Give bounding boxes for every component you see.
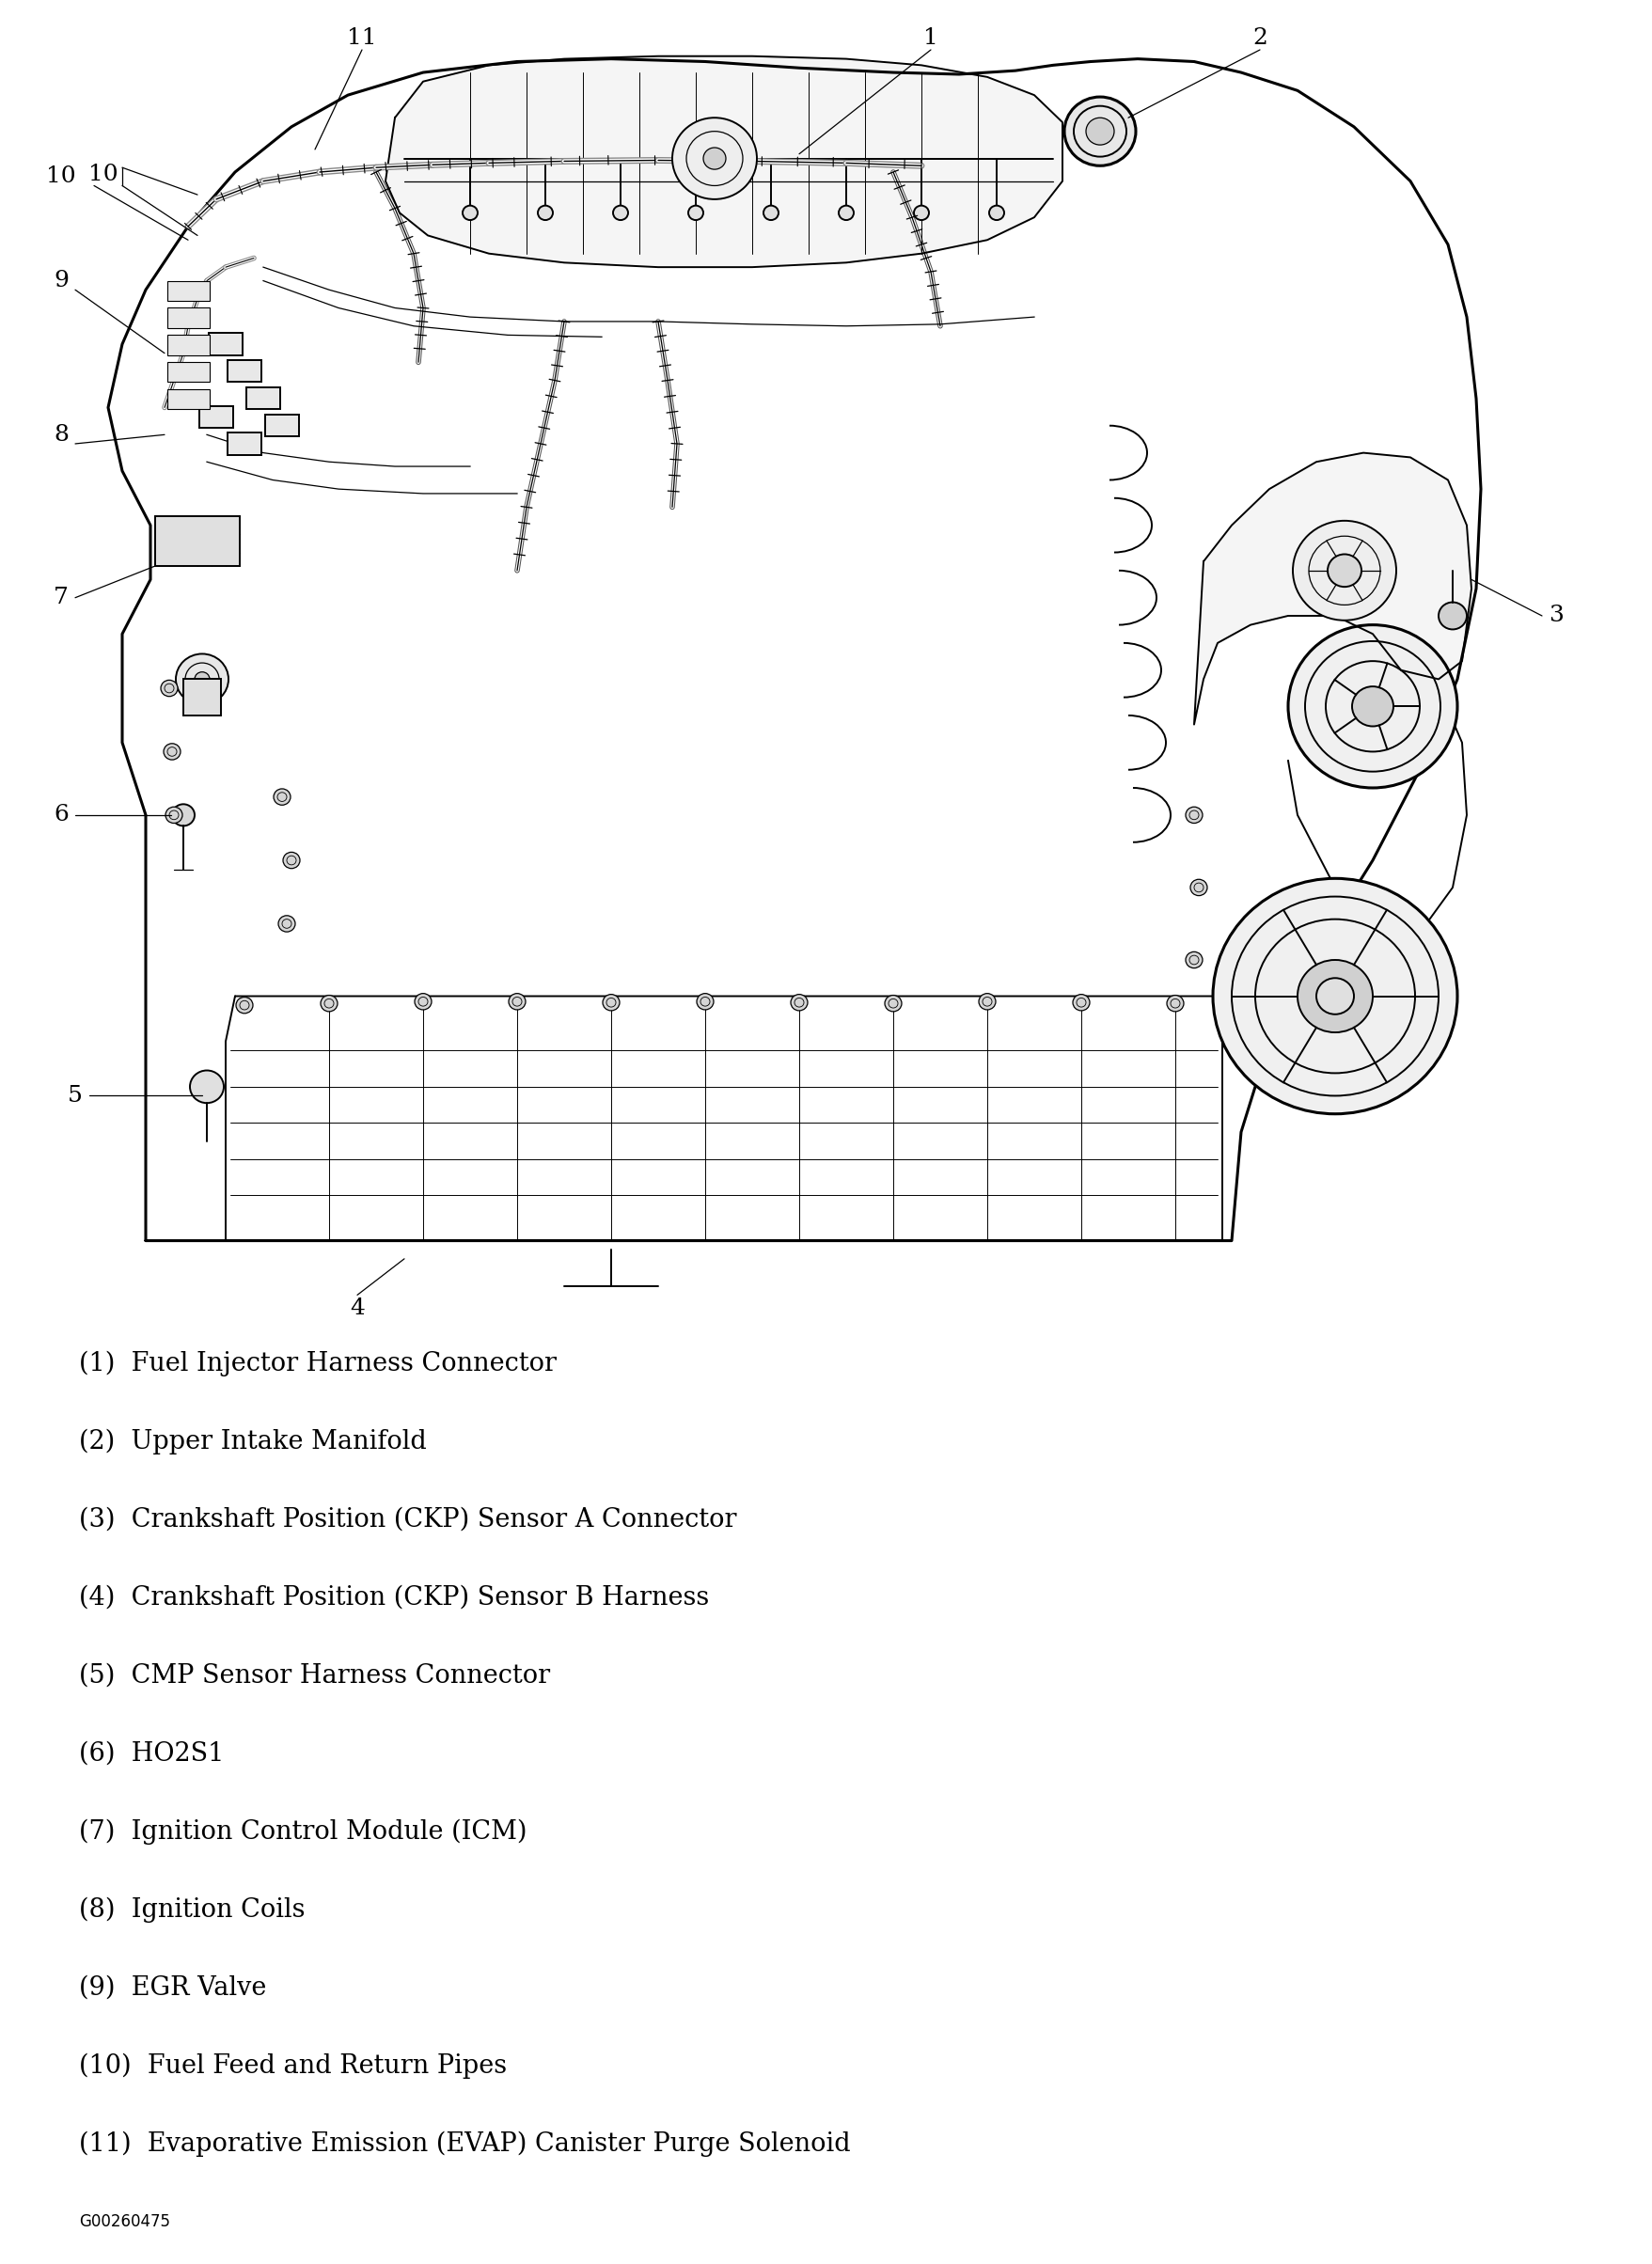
Text: 5: 5 (68, 1084, 83, 1107)
Text: (3)  Crankshaft Position (CKP) Sensor A Connector: (3) Crankshaft Position (CKP) Sensor A C… (79, 1508, 737, 1533)
Bar (228, 432, 261, 455)
Text: (9)  EGR Valve: (9) EGR Valve (79, 1974, 266, 2001)
Circle shape (914, 206, 928, 220)
Text: 6: 6 (53, 804, 68, 826)
Circle shape (763, 206, 778, 220)
Circle shape (274, 788, 291, 806)
Polygon shape (385, 57, 1062, 267)
Bar (183, 679, 221, 715)
Text: (11)  Evaporative Emission (EVAP) Canister Purge Solenoid: (11) Evaporative Emission (EVAP) Caniste… (79, 2130, 851, 2158)
Circle shape (320, 996, 337, 1012)
Circle shape (697, 994, 714, 1010)
Circle shape (415, 994, 431, 1010)
Bar (167, 362, 210, 383)
Bar (167, 389, 210, 410)
Text: (1)  Fuel Injector Harness Connector: (1) Fuel Injector Harness Connector (79, 1352, 557, 1377)
Circle shape (884, 996, 902, 1012)
Text: 2: 2 (1252, 27, 1267, 50)
Circle shape (1437, 602, 1465, 629)
Text: 10: 10 (46, 165, 76, 188)
Circle shape (165, 806, 182, 824)
Circle shape (838, 206, 852, 220)
Circle shape (790, 994, 808, 1010)
Circle shape (988, 206, 1004, 220)
Text: (8)  Ignition Coils: (8) Ignition Coils (79, 1897, 306, 1922)
Circle shape (702, 147, 725, 170)
Circle shape (164, 743, 180, 761)
Circle shape (1085, 118, 1113, 145)
Circle shape (463, 206, 477, 220)
Bar (200, 405, 233, 428)
Circle shape (978, 994, 995, 1010)
Circle shape (282, 851, 299, 869)
Bar (167, 308, 210, 328)
Text: G00260475: G00260475 (79, 2214, 170, 2230)
Circle shape (1166, 996, 1183, 1012)
Circle shape (509, 994, 525, 1010)
Bar (264, 414, 299, 437)
Circle shape (1184, 951, 1203, 969)
Circle shape (236, 996, 253, 1014)
Circle shape (195, 672, 210, 686)
Circle shape (1287, 625, 1457, 788)
Circle shape (278, 915, 296, 933)
Text: 4: 4 (350, 1297, 365, 1320)
Text: (7)  Ignition Control Module (ICM): (7) Ignition Control Module (ICM) (79, 1818, 527, 1845)
Text: (2)  Upper Intake Manifold: (2) Upper Intake Manifold (79, 1429, 426, 1456)
Bar (155, 516, 240, 566)
Circle shape (613, 206, 628, 220)
Circle shape (172, 804, 195, 826)
Circle shape (672, 118, 757, 199)
Text: 10: 10 (89, 163, 119, 186)
Circle shape (1351, 686, 1393, 727)
Polygon shape (1193, 453, 1470, 724)
Circle shape (1297, 960, 1371, 1032)
Text: 3: 3 (1548, 604, 1563, 627)
Circle shape (1315, 978, 1353, 1014)
Circle shape (1184, 806, 1203, 824)
Bar (246, 387, 281, 410)
Bar (167, 335, 210, 355)
Circle shape (160, 679, 178, 697)
Bar (208, 333, 243, 355)
Text: 8: 8 (53, 423, 68, 446)
Circle shape (1292, 521, 1396, 620)
Circle shape (1327, 555, 1361, 586)
Circle shape (603, 994, 620, 1010)
Circle shape (1189, 878, 1206, 897)
Text: 11: 11 (347, 27, 377, 50)
Text: (4)  Crankshaft Position (CKP) Sensor B Harness: (4) Crankshaft Position (CKP) Sensor B H… (79, 1585, 709, 1610)
Text: 1: 1 (923, 27, 938, 50)
Circle shape (175, 654, 228, 704)
Text: 7: 7 (53, 586, 68, 609)
Circle shape (1213, 878, 1457, 1114)
Circle shape (1072, 994, 1089, 1010)
Text: (10)  Fuel Feed and Return Pipes: (10) Fuel Feed and Return Pipes (79, 2053, 507, 2078)
Circle shape (190, 1071, 223, 1103)
Text: (6)  HO2S1: (6) HO2S1 (79, 1741, 225, 1766)
Bar (167, 281, 210, 301)
Circle shape (537, 206, 552, 220)
Polygon shape (107, 59, 1480, 1241)
Text: (5)  CMP Sensor Harness Connector: (5) CMP Sensor Harness Connector (79, 1664, 550, 1689)
Text: 9: 9 (53, 269, 68, 292)
Bar (228, 360, 261, 383)
Circle shape (1064, 97, 1135, 165)
Circle shape (687, 206, 702, 220)
